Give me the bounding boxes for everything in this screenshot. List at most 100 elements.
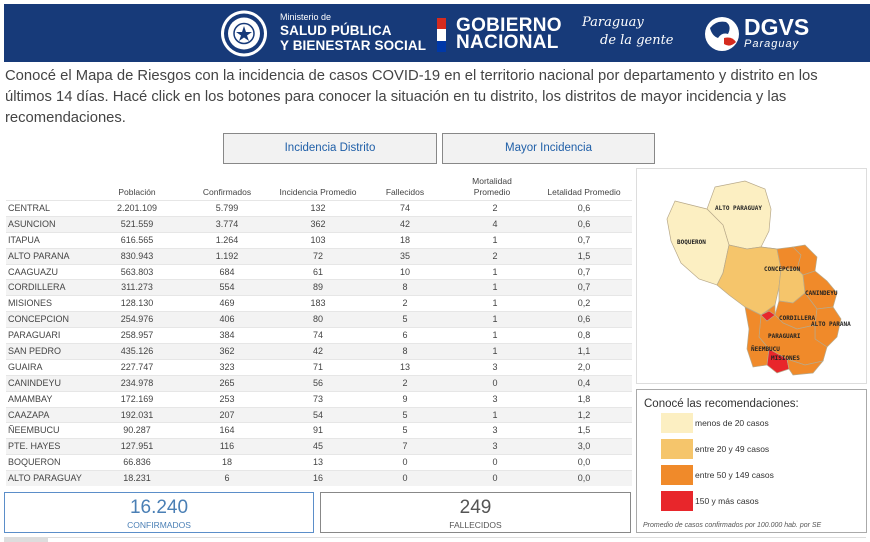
table-row[interactable]: ALTO PARANA 830.943 1.192 72 35 2 1,5 bbox=[6, 247, 632, 264]
table-row[interactable]: PARAGUARI 258.957 384 74 6 1 0,8 bbox=[6, 327, 632, 343]
legend-item[interactable]: 150 y más casos bbox=[661, 491, 861, 511]
header-letalidad: Letalidad Promedio bbox=[547, 187, 621, 197]
table-row[interactable]: CAAGUAZU 563.803 684 61 10 1 0,7 bbox=[6, 263, 632, 280]
table-row[interactable]: SAN PEDRO 435.126 362 42 8 1 1,1 bbox=[6, 343, 632, 359]
cell-poblacion: 234.978 bbox=[120, 377, 154, 388]
cell-departamento: CANINDEYU bbox=[8, 377, 62, 388]
cell-departamento: CAAZAPA bbox=[8, 409, 50, 420]
table-row[interactable]: GUAIRA 227.747 323 71 13 3 2,0 bbox=[6, 358, 632, 375]
cell-fallecidos: 35 bbox=[399, 250, 410, 261]
table-row[interactable]: CONCEPCION 254.976 406 80 5 1 0,6 bbox=[6, 311, 632, 328]
cell-departamento: SAN PEDRO bbox=[8, 346, 62, 357]
cell-incidencia: 103 bbox=[310, 234, 326, 245]
ministerio-line1: SALUD PÚBLICA bbox=[280, 23, 392, 38]
header-incidencia: Incidencia Promedio bbox=[279, 187, 357, 197]
cell-mortalidad: 3 bbox=[492, 425, 498, 436]
legend-title: Conocé las recomendaciones: bbox=[644, 398, 799, 410]
departments-table: Población Confirmados Incidencia Promedi… bbox=[6, 170, 632, 487]
mayor-incidencia-button[interactable]: Mayor Incidencia bbox=[442, 133, 655, 164]
cell-letalidad: 0,0 bbox=[577, 473, 591, 484]
cell-poblacion: 172.169 bbox=[120, 393, 154, 404]
cell-confirmados: 265 bbox=[219, 377, 235, 388]
table-row[interactable]: CENTRAL 2.201.109 5.799 132 74 2 0,6 bbox=[6, 200, 632, 216]
incidencia-distrito-button[interactable]: Incidencia Distrito bbox=[223, 133, 437, 164]
de-la-gente-text: de la gente bbox=[600, 33, 674, 48]
map-region-pte-hayes[interactable] bbox=[716, 244, 782, 316]
table-row[interactable]: ITAPUA 616.565 1.264 103 18 1 0,7 bbox=[6, 231, 632, 248]
table-row[interactable]: CORDILLERA 311.273 554 89 8 1 0,7 bbox=[6, 279, 632, 296]
cell-mortalidad: 3 bbox=[492, 393, 498, 404]
legend-item[interactable]: menos de 20 casos bbox=[661, 413, 861, 433]
cell-departamento: MISIONES bbox=[8, 298, 53, 309]
legend-swatch bbox=[661, 491, 693, 511]
cell-departamento: CAAGUAZU bbox=[8, 266, 59, 277]
table-row[interactable]: BOQUERON 66.836 18 13 0 0 0,0 bbox=[6, 454, 632, 470]
legend-swatch bbox=[661, 413, 693, 433]
header-fallecidos: Fallecidos bbox=[385, 187, 425, 197]
paraguay-de-la-gente-logo: Paraguay de la gente bbox=[582, 14, 674, 50]
map-label-misiones: MISIONES bbox=[771, 355, 800, 362]
map-region-itapua[interactable] bbox=[786, 358, 824, 376]
cell-poblacion: 254.976 bbox=[120, 314, 154, 325]
cell-letalidad: 3,0 bbox=[577, 441, 591, 452]
legend-item[interactable]: entre 50 y 149 casos bbox=[661, 465, 861, 485]
cell-poblacion: 66.836 bbox=[123, 457, 151, 468]
cell-incidencia: 72 bbox=[312, 250, 323, 261]
cell-poblacion: 311.273 bbox=[121, 282, 153, 293]
footer-tab bbox=[4, 538, 48, 542]
table-row[interactable]: ÑEEMBUCU 90.287 164 91 5 3 1,5 bbox=[6, 422, 632, 438]
cell-confirmados: 406 bbox=[219, 314, 235, 325]
cell-letalidad: 0,7 bbox=[577, 234, 591, 245]
table-row[interactable]: PTE. HAYES 127.951 116 45 7 3 3,0 bbox=[6, 438, 632, 455]
cell-confirmados: 18 bbox=[221, 457, 232, 468]
cell-fallecidos: 8 bbox=[402, 346, 408, 357]
cell-poblacion: 830.943 bbox=[120, 250, 154, 261]
cell-mortalidad: 2 bbox=[492, 250, 498, 261]
ministerio-logo-text: Ministerio de SALUD PÚBLICA Y BIENESTAR … bbox=[280, 13, 426, 52]
cell-letalidad: 1,1 bbox=[577, 346, 591, 357]
cell-letalidad: 1,5 bbox=[577, 425, 591, 436]
fallecidos-label: FALLECIDOS bbox=[449, 520, 502, 530]
cell-confirmados: 207 bbox=[219, 409, 235, 420]
cell-confirmados: 6 bbox=[224, 473, 230, 484]
table-row[interactable]: CANINDEYU 234.978 265 56 2 0 0,4 bbox=[6, 374, 632, 391]
cell-confirmados: 469 bbox=[219, 298, 235, 309]
fallecidos-card: 249 FALLECIDOS bbox=[320, 492, 631, 533]
cell-poblacion: 90.287 bbox=[123, 425, 151, 436]
legend-item[interactable]: entre 20 y 49 casos bbox=[661, 439, 861, 459]
cell-mortalidad: 0 bbox=[492, 457, 498, 468]
map-region-central[interactable] bbox=[760, 310, 776, 322]
cell-confirmados: 684 bbox=[219, 266, 235, 277]
gobierno-line1: GOBIERNO bbox=[456, 15, 562, 36]
map-label-alto-paraguay: ALTO PARAGUAY bbox=[715, 205, 762, 212]
cell-fallecidos: 5 bbox=[402, 314, 408, 325]
table-row[interactable]: MISIONES 128.130 469 183 2 1 0,2 bbox=[6, 295, 632, 311]
legend-label: entre 20 y 49 casos bbox=[695, 444, 770, 454]
cell-fallecidos: 10 bbox=[399, 266, 410, 277]
table-row[interactable]: ASUNCION 521.559 3.774 362 42 4 0,6 bbox=[6, 215, 632, 232]
cell-confirmados: 3.774 bbox=[215, 218, 239, 229]
table-row[interactable]: CAAZAPA 192.031 207 54 5 1 1,2 bbox=[6, 406, 632, 423]
cell-confirmados: 384 bbox=[219, 330, 235, 341]
cell-mortalidad: 1 bbox=[492, 314, 498, 325]
table-row[interactable]: AMAMBAY 172.169 253 73 9 3 1,8 bbox=[6, 390, 632, 407]
cell-departamento: CENTRAL bbox=[8, 203, 51, 213]
cell-letalidad: 1,2 bbox=[577, 409, 591, 420]
cell-confirmados: 554 bbox=[219, 282, 235, 293]
cell-mortalidad: 0 bbox=[492, 377, 498, 388]
map-svg[interactable]: ALTO PARAGUAY BOQUERON CONCEPCION CANIND… bbox=[637, 169, 868, 385]
cell-incidencia: 54 bbox=[312, 409, 323, 420]
paraguay-risk-map[interactable]: ALTO PARAGUAY BOQUERON CONCEPCION CANIND… bbox=[636, 168, 867, 384]
cell-mortalidad: 1 bbox=[492, 266, 498, 277]
cell-confirmados: 1.264 bbox=[215, 234, 239, 245]
paraguay-text: Paraguay bbox=[582, 15, 644, 30]
header-mortalidad: Mortalidad Promedio bbox=[472, 176, 512, 197]
header-confirmados: Confirmados bbox=[202, 187, 252, 197]
header-banner: Ministerio de SALUD PÚBLICA Y BIENESTAR … bbox=[4, 4, 870, 62]
ministerio-small-text: Ministerio de bbox=[280, 12, 332, 22]
map-region-misiones[interactable] bbox=[766, 348, 790, 374]
fallecidos-value: 249 bbox=[459, 497, 492, 518]
table-row[interactable]: ALTO PARAGUAY 18.231 6 16 0 0 0,0 bbox=[6, 470, 632, 487]
cell-letalidad: 1,5 bbox=[577, 250, 591, 261]
cell-fallecidos: 5 bbox=[402, 409, 408, 420]
